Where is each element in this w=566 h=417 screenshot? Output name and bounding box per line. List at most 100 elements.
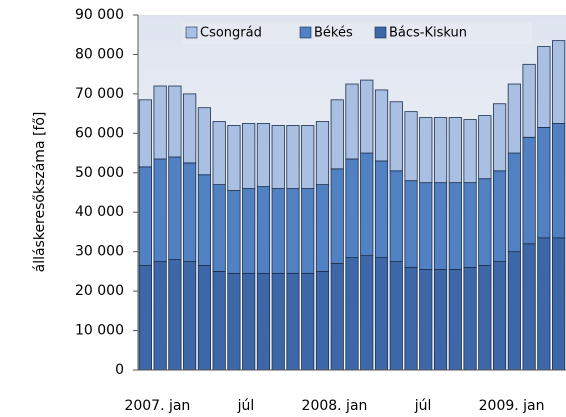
y-tick-label: 20 000 — [75, 283, 124, 299]
bar-segment — [463, 267, 477, 371]
bar-segment — [448, 269, 462, 371]
legend-label: Csongrád — [200, 26, 262, 41]
bar-segment — [492, 170, 507, 262]
bar-segment — [153, 261, 167, 371]
legend-swatch — [185, 26, 198, 39]
bar-segment — [433, 269, 448, 371]
bar-segment — [330, 99, 344, 170]
bar-segment — [433, 182, 448, 270]
bar-segment — [315, 184, 330, 272]
bar-segment — [404, 111, 418, 182]
bar-segment — [256, 186, 271, 274]
bar-segment — [330, 168, 344, 264]
x-tick-label: 2008. jan — [302, 398, 368, 414]
bar-segment — [286, 125, 300, 189]
bar-segment — [183, 261, 197, 371]
bar-segment — [286, 188, 300, 274]
bar-segment — [212, 270, 226, 371]
bar-segment — [522, 243, 536, 371]
legend-label: Bács-Kiskun — [389, 26, 467, 41]
legend-swatch — [299, 26, 312, 39]
bar-segment — [404, 267, 418, 371]
bar-segment — [227, 272, 241, 371]
x-tick-label: 2009. jan — [479, 398, 545, 414]
bar-segment — [552, 40, 566, 124]
legend-box — [182, 22, 532, 44]
bar-segment — [153, 158, 167, 262]
bar-segment — [168, 259, 182, 371]
bar-segment — [345, 83, 359, 160]
bar-segment — [138, 166, 152, 266]
bar-segment — [212, 121, 226, 186]
y-tick-label: 70 000 — [75, 86, 124, 102]
bar-segment — [492, 103, 507, 172]
bar-segment — [345, 257, 359, 371]
bar-segment — [242, 123, 256, 189]
bar-segment — [478, 265, 492, 371]
bar-segment — [537, 237, 551, 371]
bar-segment — [227, 190, 241, 274]
bar-segment — [389, 101, 403, 172]
bar-segment — [138, 265, 152, 371]
y-tick-label: 40 000 — [75, 204, 124, 220]
bar-segment — [374, 160, 389, 258]
bar-segment — [389, 170, 403, 262]
bar-segment — [315, 270, 330, 371]
bar-segment — [360, 79, 374, 154]
y-axis-label: álláskeresőkszáma [fő] — [32, 112, 48, 273]
bar-segment — [419, 269, 433, 371]
bar-segment — [197, 174, 212, 266]
bar-segment — [301, 125, 315, 189]
bar-segment — [507, 152, 521, 253]
bar-segment — [522, 136, 536, 245]
bar-segment — [197, 107, 212, 176]
bar-segment — [537, 127, 551, 239]
bar-segment — [507, 251, 521, 371]
bar-segment — [374, 257, 389, 371]
bar-segment — [271, 188, 285, 274]
bar-segment — [389, 261, 403, 371]
bar-segment — [478, 178, 492, 266]
bar-segment — [183, 162, 197, 262]
bar-segment — [419, 117, 433, 184]
bar-segment — [256, 123, 271, 187]
bar-segment — [360, 255, 374, 371]
bar-segment — [242, 272, 256, 371]
bar-segment — [448, 117, 462, 184]
x-tick-label: 2007. jan — [124, 398, 190, 414]
bar-segment — [552, 123, 566, 239]
legend-label: Békés — [314, 26, 353, 41]
bar-segment — [552, 237, 566, 371]
y-tick-label: 90 000 — [75, 7, 124, 23]
legend-swatch — [374, 26, 387, 39]
bar-segment — [183, 93, 197, 164]
y-tick-label: 80 000 — [75, 46, 124, 62]
y-tick-label: 0 — [115, 362, 124, 378]
bar-segment — [138, 99, 152, 168]
bar-segment — [301, 188, 315, 274]
bar-segment — [168, 85, 182, 158]
bar-segment — [522, 63, 536, 138]
bar-segment — [478, 115, 492, 180]
bar-segment — [492, 261, 507, 371]
y-tick-label: 10 000 — [75, 323, 124, 339]
bar-segment — [404, 180, 418, 268]
y-tick-label: 30 000 — [75, 244, 124, 260]
bar-segment — [433, 117, 448, 184]
y-tick-label: 50 000 — [75, 165, 124, 181]
bar-segment — [448, 182, 462, 270]
bar-segment — [286, 272, 300, 371]
bar-segment — [301, 272, 315, 371]
bar-segment — [463, 119, 477, 184]
bar-segment — [419, 182, 433, 270]
bar-segment — [256, 272, 271, 371]
bar-segment — [360, 152, 374, 257]
bar-segment — [153, 85, 167, 160]
bar-segment — [330, 263, 344, 371]
x-tick-label: júl — [414, 398, 432, 414]
bar-segment — [212, 184, 226, 272]
bar-segment — [227, 125, 241, 191]
bar-segment — [271, 272, 285, 371]
bar-segment — [197, 265, 212, 371]
